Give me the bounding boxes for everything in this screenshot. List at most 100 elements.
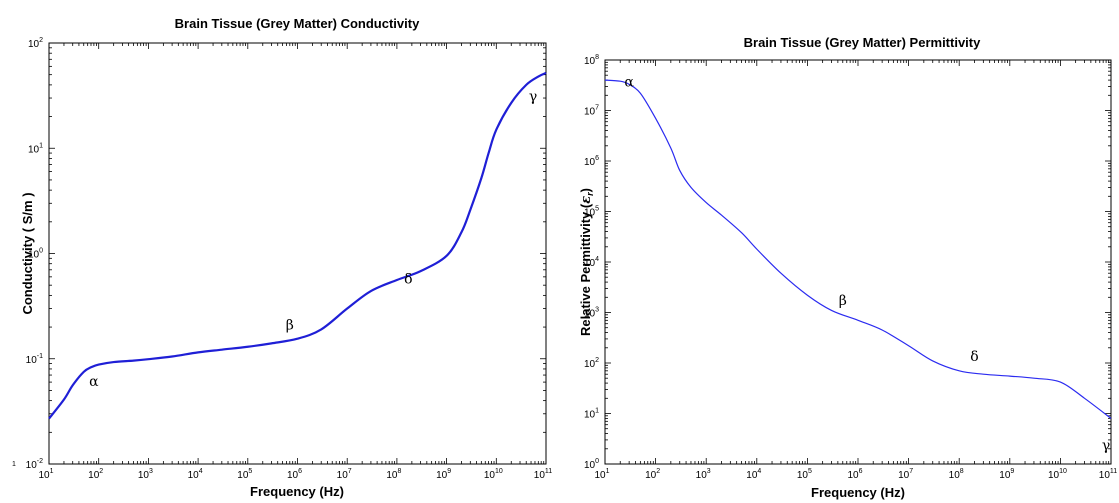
x-tick-label: 103 xyxy=(138,468,153,481)
tick-label-base: 10 xyxy=(1099,470,1111,481)
tick-label-base: 10 xyxy=(436,470,448,481)
tick-label-base: 10 xyxy=(38,470,50,481)
y-tick-label: 107 xyxy=(584,105,599,118)
x-tick-label: 1011 xyxy=(534,468,552,481)
y-tick-label: 100 xyxy=(28,248,43,261)
tick-label-base: 10 xyxy=(584,309,596,320)
y-tick-label: 10-1 xyxy=(26,353,43,366)
tick-label-base: 10 xyxy=(386,470,398,481)
x-tick-label: 101 xyxy=(38,468,53,481)
x-tick-label: 102 xyxy=(645,468,660,481)
x-tick-label: 105 xyxy=(237,468,252,481)
tick-label-base: 10 xyxy=(534,470,546,481)
permittivity-chart-title: Brain Tissue (Grey Matter) Permittivity xyxy=(744,35,981,50)
tick-label-exponent: 7 xyxy=(909,468,913,475)
tick-label-exponent: 1 xyxy=(595,408,599,415)
tick-label-exponent: -1 xyxy=(37,353,43,360)
tick-label-exponent: 4 xyxy=(595,256,599,263)
x-tick-label: 102 xyxy=(88,468,103,481)
conductivity-x-tick-labels: 101 102 103 104 105 106 107 108 109 1010 1011 xyxy=(38,468,552,481)
x-tick-label: 1011 xyxy=(1099,468,1117,481)
tick-label-exponent: 9 xyxy=(447,468,451,475)
tick-label-base: 10 xyxy=(584,460,596,471)
tick-label-exponent: 7 xyxy=(595,105,599,112)
tick-label-exponent: 11 xyxy=(1110,468,1117,475)
tick-label-base: 10 xyxy=(797,470,809,481)
x-tick-label: 107 xyxy=(337,468,352,481)
tick-label-exponent: 10 xyxy=(495,468,503,475)
y-tick-label: 102 xyxy=(28,37,43,50)
permittivity-plot-area xyxy=(604,59,1112,465)
y-tick-label: 102 xyxy=(584,357,599,370)
dispersion-label: α xyxy=(89,374,99,390)
tick-label-exponent: 11 xyxy=(545,468,552,475)
x-tick-label: 101 xyxy=(594,468,609,481)
tick-label-base: 10 xyxy=(26,460,38,471)
x-tick-label: 109 xyxy=(999,468,1014,481)
conductivity-series-line xyxy=(48,71,547,420)
tick-label-base: 10 xyxy=(28,39,40,50)
tick-label-base: 10 xyxy=(1048,470,1060,481)
tick-label-base: 10 xyxy=(584,107,596,118)
tick-label-base: 10 xyxy=(28,250,40,261)
tick-label-base: 10 xyxy=(188,470,200,481)
permittivity-series-line xyxy=(604,79,1112,419)
permittivity-x-tick-labels: 101 102 103 104 105 106 107 108 109 1010 1011 xyxy=(594,468,1117,481)
tick-label-exponent: 1 xyxy=(606,468,610,475)
permittivity-y-axis-label: Relative Permittivity (εr) xyxy=(578,188,595,336)
dispersion-label: δ xyxy=(404,271,412,287)
y-tick-label: 10-2 xyxy=(26,458,43,471)
tick-label-exponent: -2 xyxy=(37,458,43,465)
tick-label-base: 10 xyxy=(584,208,596,219)
tick-label-exponent: 3 xyxy=(707,468,711,475)
dispersion-label: γ xyxy=(1102,438,1110,454)
tick-label-base: 10 xyxy=(484,470,496,481)
tick-label-exponent: 5 xyxy=(595,206,599,213)
tick-label-exponent: 8 xyxy=(398,468,402,475)
tick-label-exponent: 3 xyxy=(595,307,599,314)
x-tick-label: 105 xyxy=(797,468,812,481)
tick-label-base: 10 xyxy=(645,470,657,481)
tick-label-exponent: 9 xyxy=(1010,468,1014,475)
tick-label-exponent: 0 xyxy=(39,248,43,255)
x-tick-label: 107 xyxy=(898,468,913,481)
y-tick-label: 100 xyxy=(584,458,599,471)
conductivity-side-mark: 1 xyxy=(12,461,16,468)
y-tick-label: 101 xyxy=(28,142,43,155)
tick-label-exponent: 8 xyxy=(960,468,964,475)
tick-label-exponent: 4 xyxy=(757,468,761,475)
y-tick-label: 108 xyxy=(584,54,599,67)
tick-label-base: 10 xyxy=(88,470,100,481)
permittivity-tick-marks xyxy=(604,59,1112,465)
tick-label-exponent: 3 xyxy=(149,468,153,475)
tick-label-base: 10 xyxy=(237,470,249,481)
permittivity-dispersion-labels: α β δ γ xyxy=(624,74,1110,454)
tick-label-base: 10 xyxy=(138,470,150,481)
permittivity-y-axis-label-symbol: ε xyxy=(579,196,594,204)
dispersion-label: β xyxy=(839,293,847,309)
tick-label-base: 10 xyxy=(584,157,596,168)
x-tick-label: 103 xyxy=(696,468,711,481)
tick-label-exponent: 5 xyxy=(248,468,252,475)
y-tick-label: 106 xyxy=(584,155,599,168)
tick-label-base: 10 xyxy=(28,144,40,155)
tick-label-base: 10 xyxy=(287,470,299,481)
x-tick-label: 109 xyxy=(436,468,451,481)
permittivity-y-axis-label-open: ( xyxy=(578,203,593,212)
conductivity-tick-marks xyxy=(48,42,547,465)
tick-label-exponent: 4 xyxy=(199,468,203,475)
conductivity-y-axis-label: Conductivity ( S/m ) xyxy=(20,192,35,314)
conductivity-x-axis-label: Frequency (Hz) xyxy=(250,484,344,499)
conductivity-chart: Brain Tissue (Grey Matter) Conductivity … xyxy=(12,16,552,499)
tick-label-exponent: 5 xyxy=(808,468,812,475)
tick-label-base: 10 xyxy=(746,470,758,481)
tick-label-base: 10 xyxy=(584,359,596,370)
y-tick-label: 105 xyxy=(584,206,599,219)
tick-label-base: 10 xyxy=(949,470,961,481)
tick-label-exponent: 2 xyxy=(99,468,103,475)
tick-label-exponent: 1 xyxy=(50,468,54,475)
x-tick-label: 1010 xyxy=(1048,468,1067,481)
y-tick-label: 103 xyxy=(584,307,599,320)
